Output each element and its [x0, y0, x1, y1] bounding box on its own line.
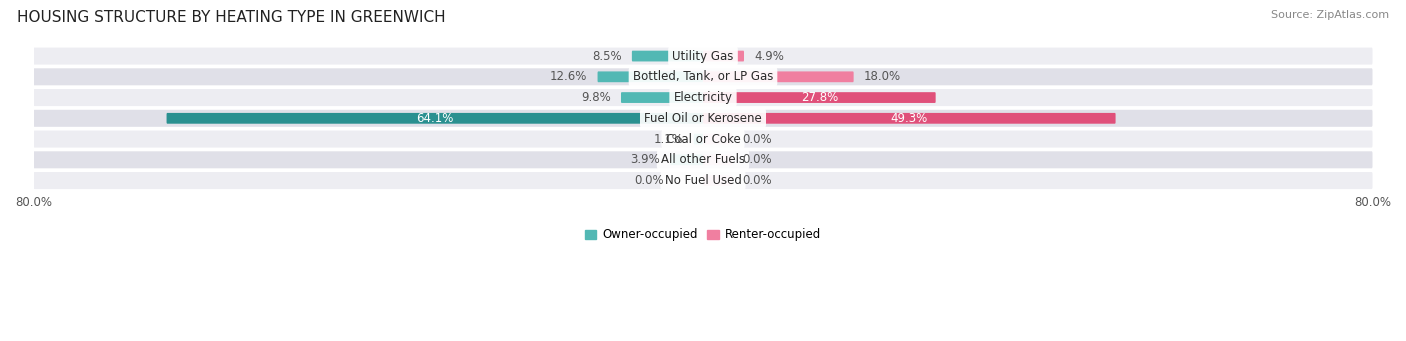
Text: 0.0%: 0.0% [634, 174, 664, 187]
Text: 0.0%: 0.0% [742, 153, 772, 166]
FancyBboxPatch shape [34, 47, 1372, 64]
Text: Bottled, Tank, or LP Gas: Bottled, Tank, or LP Gas [633, 70, 773, 83]
Text: 18.0%: 18.0% [863, 70, 901, 83]
FancyBboxPatch shape [693, 134, 703, 145]
Text: 0.0%: 0.0% [742, 133, 772, 146]
Text: 27.8%: 27.8% [800, 91, 838, 104]
Text: Fuel Oil or Kerosene: Fuel Oil or Kerosene [644, 112, 762, 125]
FancyBboxPatch shape [703, 92, 935, 103]
Text: 1.1%: 1.1% [654, 133, 683, 146]
FancyBboxPatch shape [621, 92, 703, 103]
Text: 8.5%: 8.5% [592, 49, 621, 62]
FancyBboxPatch shape [703, 71, 853, 82]
Text: Source: ZipAtlas.com: Source: ZipAtlas.com [1271, 10, 1389, 20]
Text: No Fuel Used: No Fuel Used [665, 174, 741, 187]
Text: 4.9%: 4.9% [754, 49, 785, 62]
Text: Coal or Coke: Coal or Coke [665, 133, 741, 146]
FancyBboxPatch shape [166, 113, 703, 124]
FancyBboxPatch shape [598, 71, 703, 82]
FancyBboxPatch shape [703, 154, 733, 165]
Text: 12.6%: 12.6% [550, 70, 588, 83]
Text: All other Fuels: All other Fuels [661, 153, 745, 166]
FancyBboxPatch shape [703, 175, 733, 186]
FancyBboxPatch shape [34, 89, 1372, 106]
Text: 9.8%: 9.8% [581, 91, 612, 104]
Text: 3.9%: 3.9% [630, 153, 661, 166]
Text: Utility Gas: Utility Gas [672, 49, 734, 62]
Text: Electricity: Electricity [673, 91, 733, 104]
Text: 49.3%: 49.3% [890, 112, 928, 125]
Legend: Owner-occupied, Renter-occupied: Owner-occupied, Renter-occupied [579, 224, 827, 246]
FancyBboxPatch shape [34, 131, 1372, 148]
Text: 64.1%: 64.1% [416, 112, 454, 125]
FancyBboxPatch shape [703, 113, 1115, 124]
Text: 0.0%: 0.0% [742, 174, 772, 187]
FancyBboxPatch shape [671, 154, 703, 165]
FancyBboxPatch shape [631, 51, 703, 61]
FancyBboxPatch shape [34, 151, 1372, 168]
Text: HOUSING STRUCTURE BY HEATING TYPE IN GREENWICH: HOUSING STRUCTURE BY HEATING TYPE IN GRE… [17, 10, 446, 25]
FancyBboxPatch shape [34, 172, 1372, 189]
FancyBboxPatch shape [703, 51, 744, 61]
FancyBboxPatch shape [34, 68, 1372, 85]
FancyBboxPatch shape [703, 134, 733, 145]
FancyBboxPatch shape [34, 110, 1372, 127]
